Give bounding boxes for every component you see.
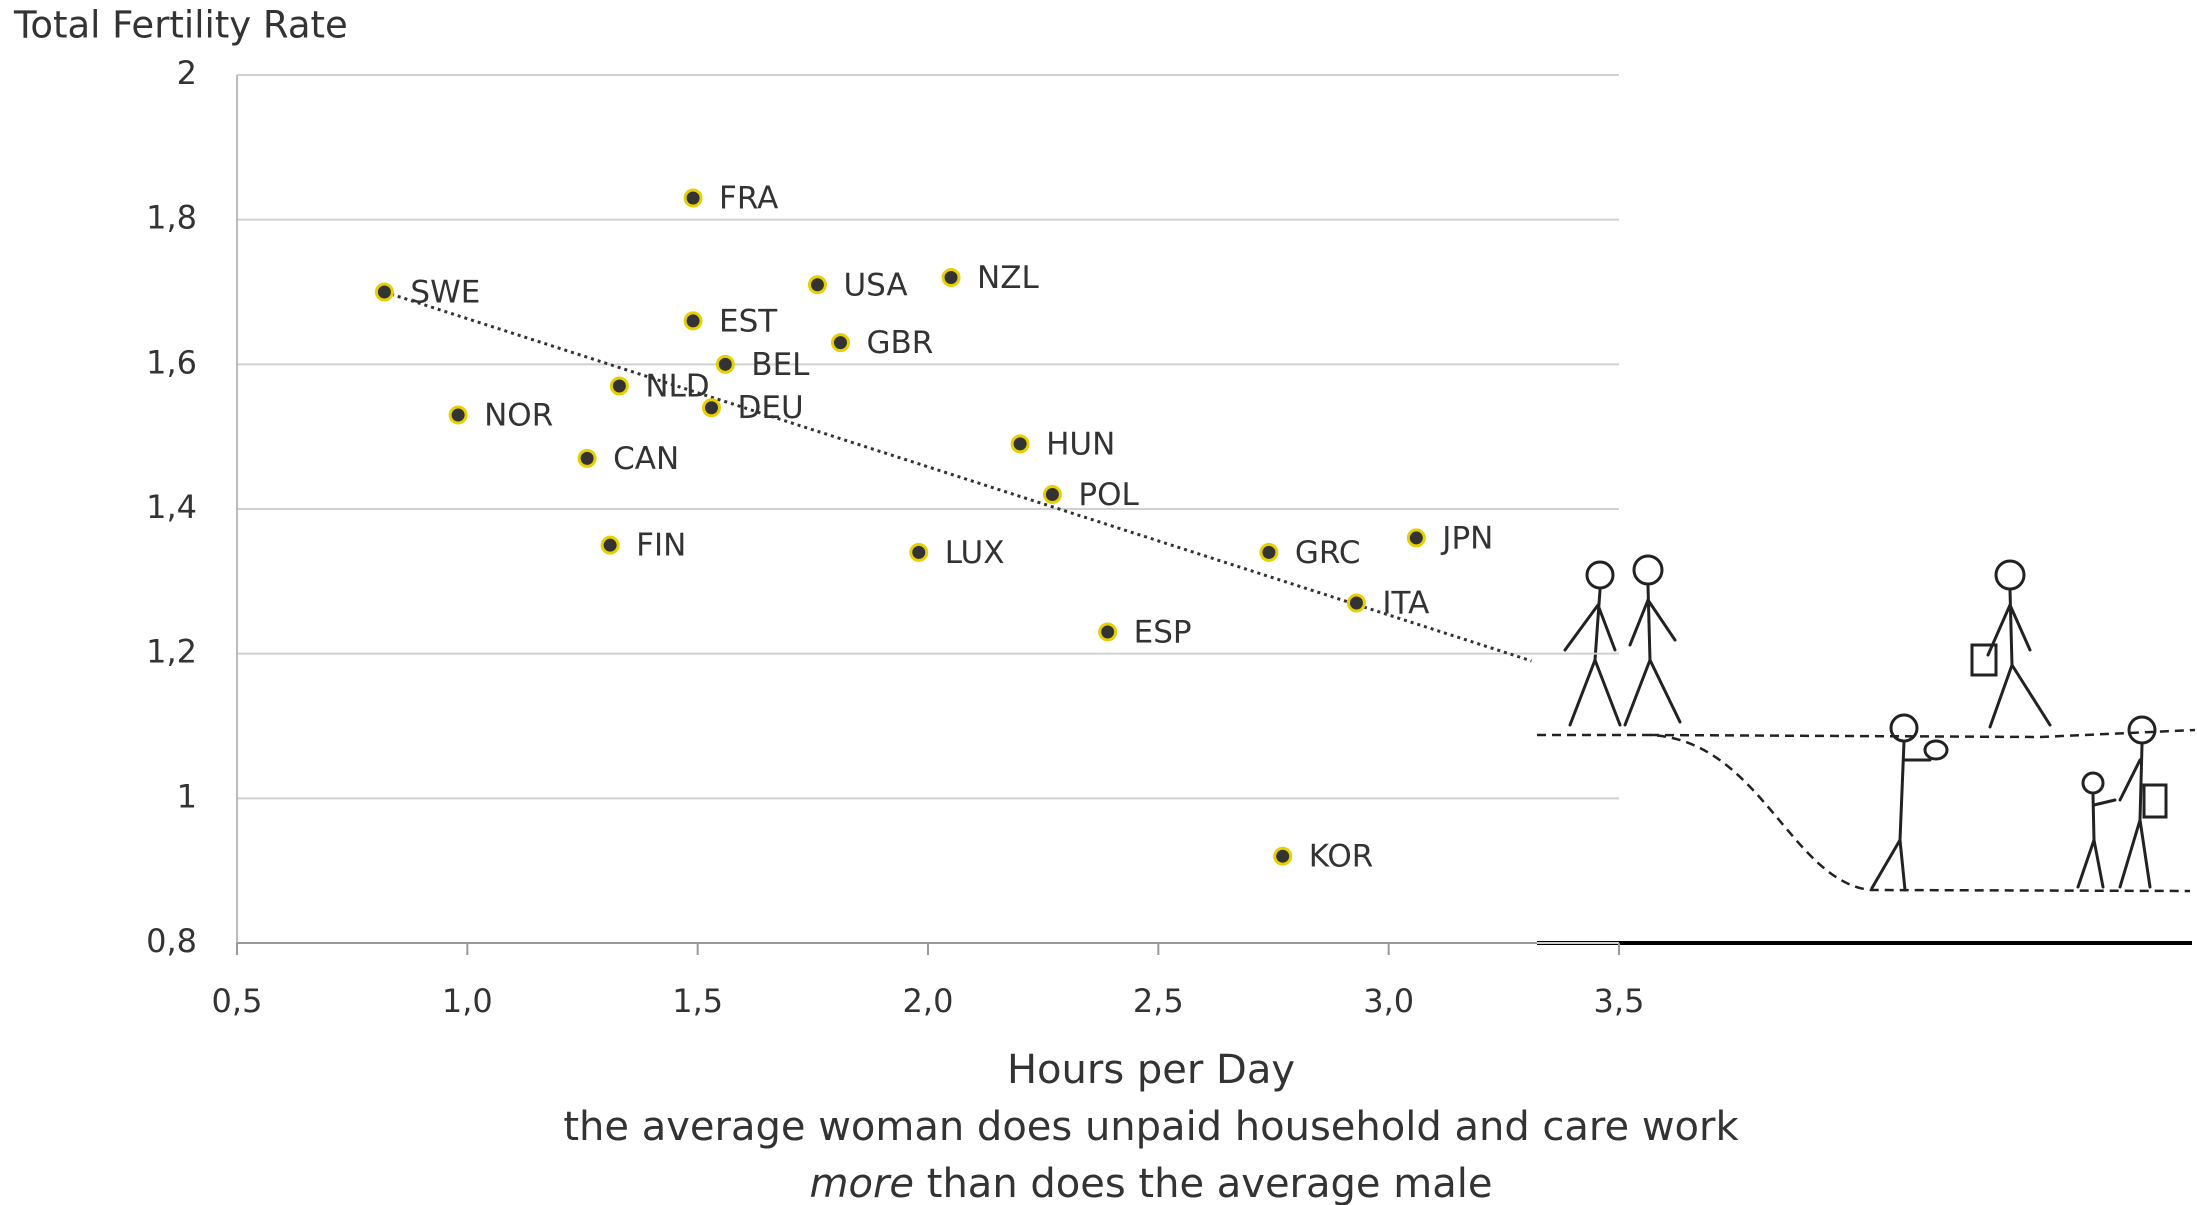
x-tick-label: 2,0 (903, 982, 954, 1020)
point-label: NOR (484, 397, 553, 433)
data-point (1273, 846, 1293, 866)
y-tick-label: 1,8 (146, 199, 197, 237)
walking-couple (1563, 554, 1682, 727)
point-label: JPN (1440, 520, 1493, 556)
chart-title: Total Fertility Rate (13, 4, 348, 47)
caption-rest: than does the average male (927, 1161, 1493, 1205)
point-label: LUX (945, 535, 1005, 571)
data-point (609, 376, 629, 396)
trendline (383, 290, 1532, 663)
data-point (374, 282, 394, 302)
data-point (715, 354, 735, 374)
y-tick-label: 1,2 (146, 633, 197, 671)
data-point (830, 333, 850, 353)
y-tick-label: 1 (177, 777, 197, 815)
data-point (941, 268, 961, 288)
point-label: FRA (719, 180, 778, 216)
data-point (1098, 622, 1118, 642)
point-label: GRC (1295, 535, 1361, 571)
point-label: POL (1078, 477, 1139, 513)
y-tick-label: 1,6 (146, 343, 197, 381)
data-point (1346, 593, 1366, 613)
data-point (807, 275, 827, 295)
woman-with-baby (1870, 713, 1949, 892)
data-point (909, 542, 929, 562)
point-label: CAN (613, 441, 679, 477)
caption-line: more than does the average male (810, 1161, 1493, 1205)
caption-emphasis: more (810, 1161, 915, 1205)
data-point (600, 535, 620, 555)
data-point (683, 188, 703, 208)
point-label: NLD (645, 369, 709, 405)
x-tick-label: 2,5 (1133, 982, 1184, 1020)
point-label: EST (719, 303, 778, 339)
data-point (1010, 434, 1030, 454)
path-lower (1537, 733, 2191, 893)
x-tick-label: 3,0 (1363, 982, 1414, 1020)
y-tick-label: 2 (177, 54, 197, 92)
data-point (1042, 485, 1062, 505)
illustration (1537, 554, 2196, 945)
x-axis-label: Hours per Day (1007, 1047, 1295, 1093)
point-label: NZL (977, 260, 1039, 296)
point-label: SWE (410, 275, 480, 311)
point-label: USA (843, 267, 907, 303)
data-point (1259, 542, 1279, 562)
data-point (577, 448, 597, 468)
data-point (448, 405, 468, 425)
caption-line: the average woman does unpaid household … (563, 1104, 1739, 1150)
point-label: ITA (1382, 586, 1429, 622)
data-point (701, 398, 721, 418)
data-point (1406, 528, 1426, 548)
y-tick-label: 0,8 (146, 922, 197, 960)
x-tick-label: 0,5 (212, 982, 263, 1020)
point-label: HUN (1046, 426, 1115, 462)
point-label: DEU (737, 390, 803, 426)
y-tick-label: 1,4 (146, 488, 197, 526)
point-label: GBR (866, 325, 933, 361)
point-label: ESP (1134, 614, 1192, 650)
x-tick-label: 3,5 (1594, 982, 1645, 1020)
data-point (683, 311, 703, 331)
point-label: FIN (636, 528, 686, 564)
walking-man (1970, 559, 2052, 729)
point-label: BEL (751, 347, 810, 383)
parent-with-child (2076, 715, 2168, 889)
x-tick-label: 1,0 (442, 982, 493, 1020)
x-tick-label: 1,5 (672, 982, 723, 1020)
path-upper (1649, 728, 2196, 739)
point-label: KOR (1309, 839, 1374, 875)
